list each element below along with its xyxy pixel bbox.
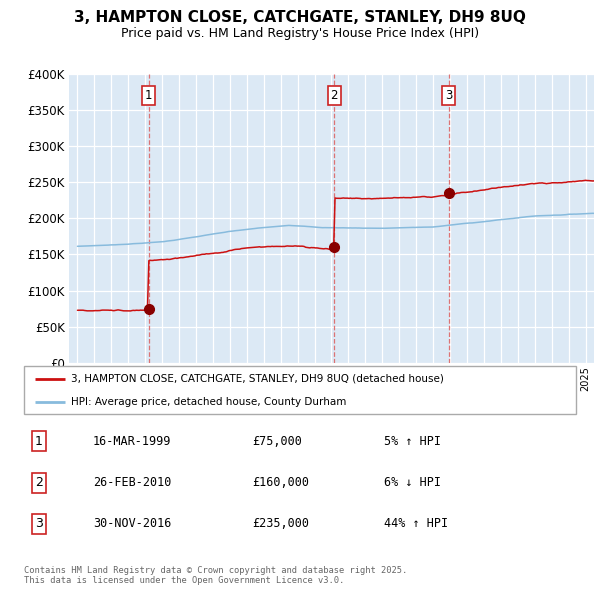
Text: £160,000: £160,000 <box>252 476 309 489</box>
Text: HPI: Average price, detached house, County Durham: HPI: Average price, detached house, Coun… <box>71 397 346 407</box>
Text: 3, HAMPTON CLOSE, CATCHGATE, STANLEY, DH9 8UQ (detached house): 3, HAMPTON CLOSE, CATCHGATE, STANLEY, DH… <box>71 374 444 384</box>
Text: 6% ↓ HPI: 6% ↓ HPI <box>384 476 441 489</box>
Text: 1: 1 <box>35 435 43 448</box>
Text: 3: 3 <box>35 517 43 530</box>
Text: 3: 3 <box>445 89 452 102</box>
Text: 5% ↑ HPI: 5% ↑ HPI <box>384 435 441 448</box>
Text: 30-NOV-2016: 30-NOV-2016 <box>93 517 172 530</box>
Text: 44% ↑ HPI: 44% ↑ HPI <box>384 517 448 530</box>
Text: 3, HAMPTON CLOSE, CATCHGATE, STANLEY, DH9 8UQ: 3, HAMPTON CLOSE, CATCHGATE, STANLEY, DH… <box>74 10 526 25</box>
Text: 1: 1 <box>145 89 152 102</box>
FancyBboxPatch shape <box>24 366 576 414</box>
Text: 16-MAR-1999: 16-MAR-1999 <box>93 435 172 448</box>
Text: Contains HM Land Registry data © Crown copyright and database right 2025.
This d: Contains HM Land Registry data © Crown c… <box>24 566 407 585</box>
Text: 26-FEB-2010: 26-FEB-2010 <box>93 476 172 489</box>
Text: 2: 2 <box>35 476 43 489</box>
Text: £75,000: £75,000 <box>252 435 302 448</box>
Text: £235,000: £235,000 <box>252 517 309 530</box>
Text: 2: 2 <box>331 89 338 102</box>
Text: Price paid vs. HM Land Registry's House Price Index (HPI): Price paid vs. HM Land Registry's House … <box>121 27 479 40</box>
